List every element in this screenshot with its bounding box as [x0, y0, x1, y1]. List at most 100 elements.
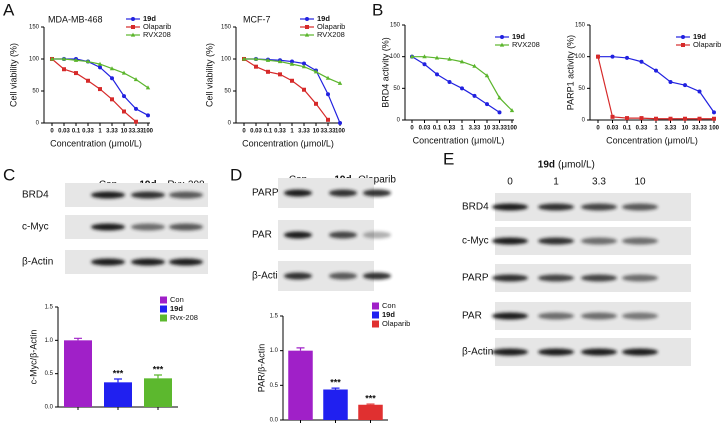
lane-label: 0: [507, 177, 513, 188]
blot-band: [363, 189, 391, 197]
marker: [337, 80, 343, 85]
treatment-unit: (μmol/L): [558, 160, 595, 171]
y-tick-label: 50: [578, 86, 585, 92]
significance: ***: [330, 377, 341, 387]
legend-swatch: [372, 311, 379, 319]
marker: [447, 80, 452, 84]
x-tick-label: 0.03: [250, 129, 262, 135]
x-tick-label: 1: [460, 126, 464, 132]
error-bar: [331, 387, 340, 390]
blot-band: [622, 312, 658, 320]
marker: [122, 94, 126, 99]
x-tick-label: 0: [50, 129, 54, 135]
marker: [472, 93, 477, 98]
blot-band: [131, 258, 165, 266]
legend-label: RVX208: [317, 30, 345, 39]
x-tick-label: 0.03: [419, 126, 431, 132]
row-label: BRD4: [22, 190, 49, 201]
row-label: c-Myc: [22, 222, 49, 233]
legend-swatch: [372, 320, 379, 328]
x-tick-label: 0.33: [444, 126, 456, 132]
row-label: β-Actin: [22, 257, 53, 268]
y-tick-label: 150: [390, 23, 401, 29]
marker: [145, 85, 151, 90]
y-tick-label: 0.5: [270, 383, 279, 389]
marker: [499, 42, 505, 47]
marker: [302, 87, 306, 92]
row-label: PARP: [252, 188, 279, 199]
bar: [323, 389, 348, 420]
blot-band: [538, 203, 574, 211]
marker: [683, 83, 687, 88]
marker: [73, 57, 79, 62]
marker: [134, 106, 138, 111]
x-tick-label: 0: [242, 129, 246, 135]
y-axis-label: BRD4 activity (%): [380, 37, 390, 108]
lane-label: 10: [634, 177, 646, 188]
legend-swatch: [160, 305, 167, 313]
x-axis-label: Concentration (μmol/L): [606, 135, 698, 145]
series-line: [598, 56, 715, 113]
row-label: c-Myc: [462, 236, 489, 247]
bar: [288, 350, 313, 420]
error-bar: [154, 374, 162, 379]
marker: [277, 59, 283, 64]
x-tick-label: 0.1: [433, 126, 442, 132]
marker: [596, 54, 600, 59]
marker: [409, 54, 415, 59]
marker: [97, 61, 103, 66]
error-bar: [296, 347, 305, 351]
y-tick-label: 50: [32, 89, 39, 95]
blot-band: [581, 348, 617, 356]
marker: [146, 113, 150, 118]
y-tick-label: 0.0: [270, 418, 279, 424]
x-tick-label: 10: [682, 126, 689, 132]
marker: [668, 80, 673, 84]
marker: [290, 59, 294, 64]
x-tick-label: 3.33: [469, 126, 481, 132]
y-tick-label: 150: [221, 25, 232, 31]
marker: [122, 109, 126, 114]
legend-label: 19d: [143, 14, 156, 23]
marker: [302, 61, 306, 66]
series-line: [411, 56, 500, 113]
series-line: [244, 58, 341, 124]
marker: [241, 56, 247, 61]
y-tick-label: 0: [397, 118, 401, 124]
y-tick-label: 0: [582, 118, 586, 124]
y-tick-label: 1.5: [45, 305, 54, 311]
x-tick-label: 1: [654, 126, 658, 132]
legend-label: RVX208: [143, 30, 171, 39]
error-bar: [114, 378, 122, 383]
chart-title: MCF-7: [243, 14, 271, 24]
marker: [98, 65, 102, 70]
x-tick-label: 33.33: [492, 126, 508, 132]
error-bar: [74, 337, 82, 341]
marker: [447, 56, 452, 61]
blot-band: [622, 274, 658, 282]
marker: [422, 62, 427, 67]
marker: [61, 56, 67, 61]
blot-band: [329, 189, 357, 197]
significance: ***: [153, 364, 164, 374]
marker: [697, 116, 702, 121]
x-tick-label: 33.33: [692, 126, 708, 132]
blot-band: [538, 312, 574, 320]
panel-label: D: [230, 165, 242, 184]
legend-label: 19d: [512, 32, 525, 41]
marker: [484, 73, 490, 78]
row-label: PAR: [252, 230, 272, 241]
marker: [625, 116, 629, 121]
y-tick-label: 50: [393, 86, 400, 92]
y-tick-label: 100: [390, 54, 401, 60]
marker: [301, 64, 307, 69]
x-tick-label: 3.33: [298, 129, 310, 135]
blot-band: [169, 223, 203, 231]
series-line: [412, 56, 513, 111]
panel-label: E: [443, 149, 454, 168]
y-tick-label: 0: [36, 121, 40, 127]
blot-band: [622, 348, 658, 356]
chart-title: MDA-MB-468: [48, 14, 103, 24]
marker: [98, 87, 102, 92]
x-axis-label: Concentration (μmol/L): [50, 138, 142, 148]
